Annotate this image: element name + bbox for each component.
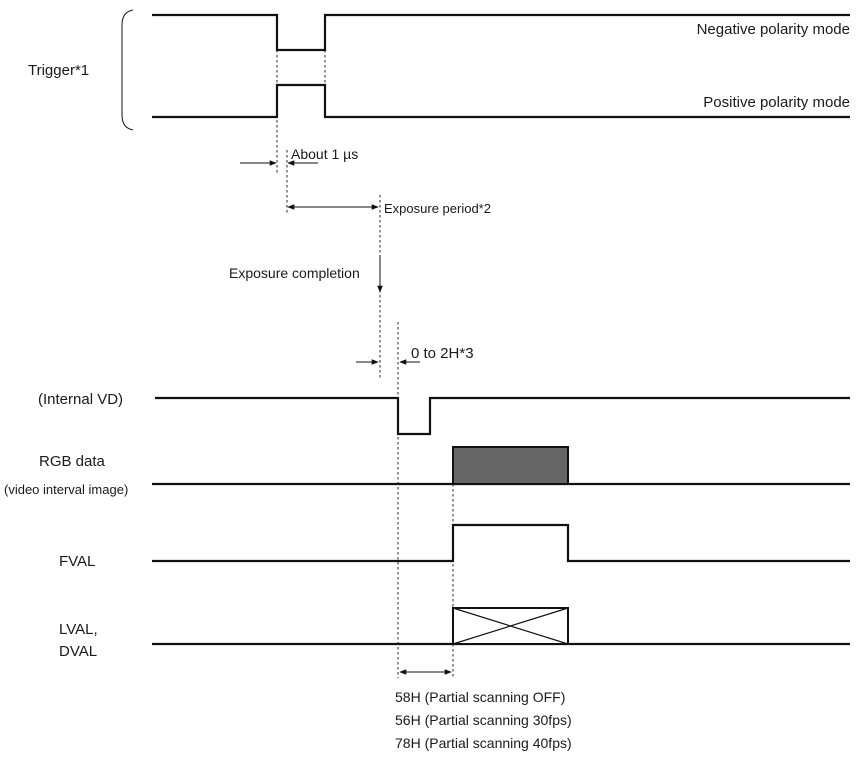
dval-label: DVAL <box>59 643 97 660</box>
fval-signal <box>152 523 850 563</box>
exposure-period-label: Exposure period*2 <box>384 201 491 216</box>
note-partial-40fps: 78H (Partial scanning 40fps) <box>395 735 572 751</box>
fval-label: FVAL <box>59 553 95 570</box>
lval-label: LVAL, <box>59 621 98 638</box>
about-1us-label: About 1 µs <box>291 146 358 162</box>
rgb-data-block <box>452 446 569 485</box>
exposure-completion-label: Exposure completion <box>229 265 360 281</box>
trigger-label: Trigger*1 <box>28 62 89 79</box>
trigger-positive-signal <box>152 83 850 119</box>
zero-to-2h-label: 0 to 2H*3 <box>411 345 474 362</box>
rgb-data-label: RGB data <box>39 453 106 470</box>
rgb-data-sublabel: (video interval image) <box>4 482 128 497</box>
note-partial-30fps: 56H (Partial scanning 30fps) <box>395 712 572 728</box>
negative-polarity-label: Negative polarity mode <box>697 21 850 38</box>
lval-dval-cross-2 <box>452 607 569 645</box>
internal-vd-signal <box>155 396 850 436</box>
trigger-brace <box>121 9 134 131</box>
positive-polarity-label: Positive polarity mode <box>703 94 850 111</box>
internal-vd-label: (Internal VD) <box>38 391 123 408</box>
note-partial-off: 58H (Partial scanning OFF) <box>395 689 565 705</box>
trigger-negative-signal <box>152 13 850 52</box>
